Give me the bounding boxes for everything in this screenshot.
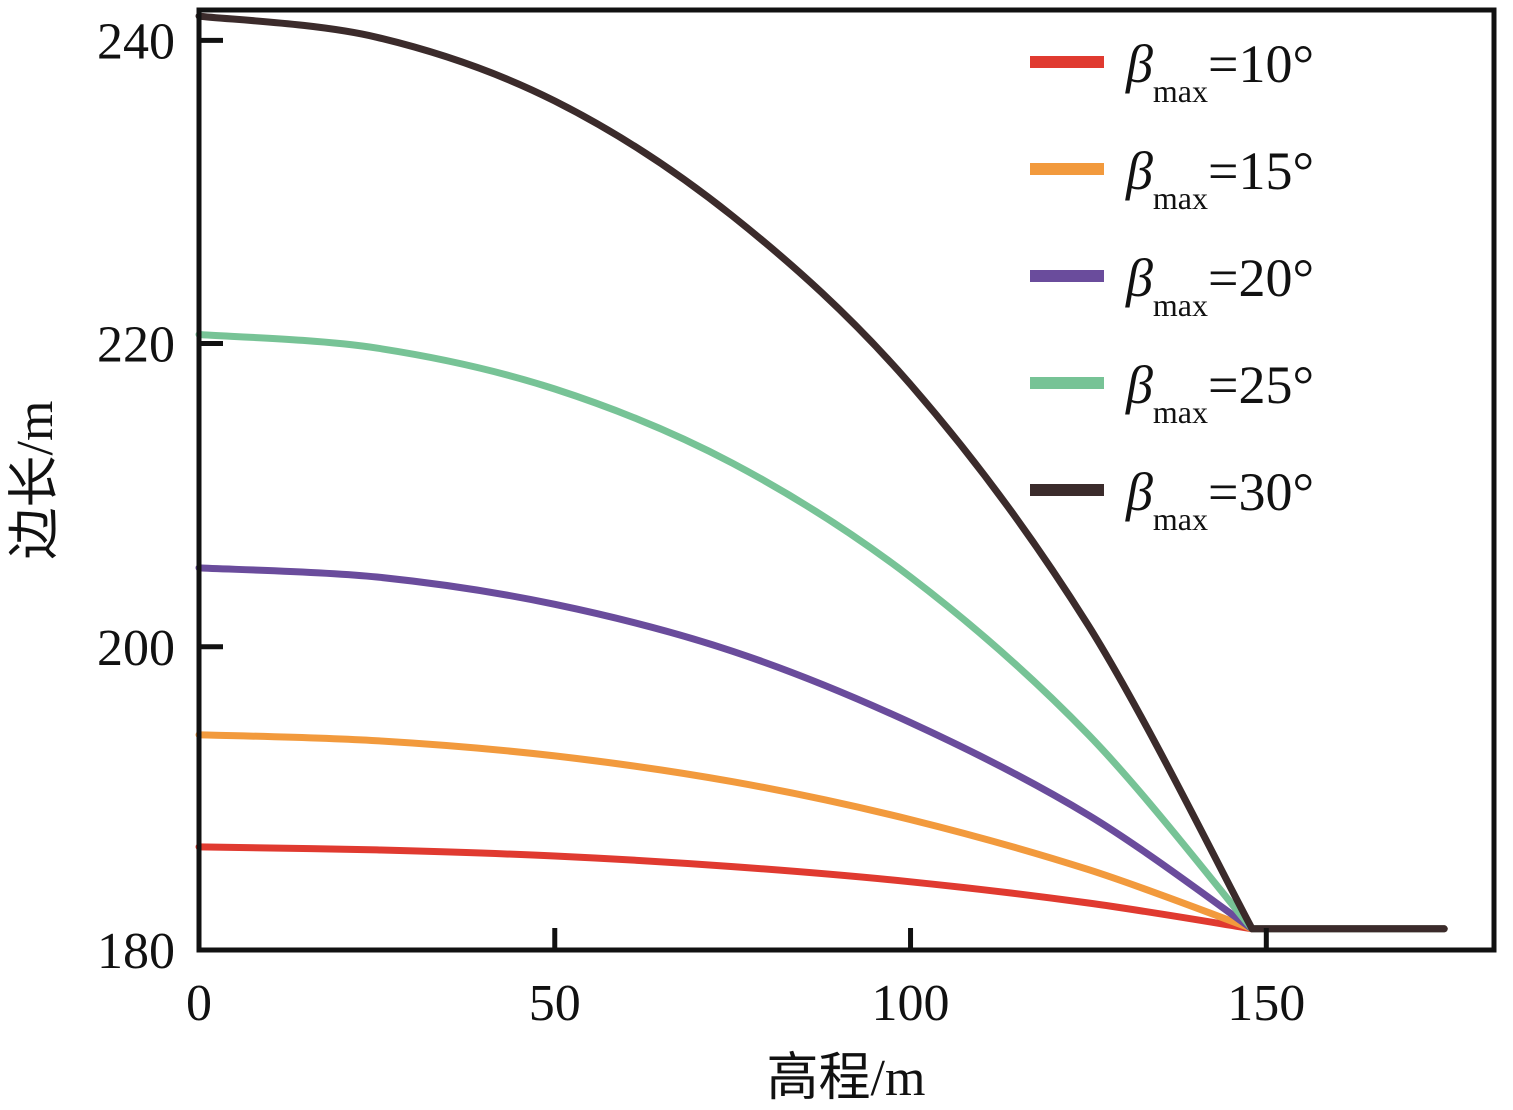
legend-item: βmax=25° <box>1030 355 1314 430</box>
x-tick-label: 150 <box>1227 975 1305 1032</box>
legend: βmax=10° βmax=15° βmax=20° βmax=25° βmax=30° <box>1030 34 1314 537</box>
series-lines <box>195 12 1448 933</box>
x-tick-label: 100 <box>872 975 950 1032</box>
x-axis-title: 高程/m <box>767 1050 926 1107</box>
axis-tick-labels: 0 50 100 150 180 200 220 240 <box>97 13 1305 1032</box>
series-line-5 <box>195 12 1448 933</box>
series-line-3 <box>195 564 1448 933</box>
legend-label: βmax=10° <box>1125 34 1314 109</box>
y-tick-label: 220 <box>97 317 175 374</box>
axis-ticks <box>199 37 1269 950</box>
legend-label: βmax=25° <box>1125 355 1314 430</box>
legend-label: βmax=15° <box>1125 141 1314 216</box>
legend-item: βmax=15° <box>1030 141 1314 216</box>
legend-item: βmax=30° <box>1030 462 1314 537</box>
series-line-1 <box>195 843 1448 933</box>
y-tick-label: 240 <box>97 13 175 70</box>
legend-label: βmax=20° <box>1125 248 1314 323</box>
y-tick-label: 200 <box>97 620 175 677</box>
y-axis-title: 边长/m <box>7 401 64 560</box>
plot-frame <box>196 7 1497 953</box>
y-tick-label: 180 <box>97 923 175 980</box>
series-line-2 <box>195 731 1448 933</box>
legend-item: βmax=10° <box>1030 34 1314 109</box>
x-tick-label: 0 <box>186 975 212 1032</box>
x-tick-label: 50 <box>529 975 581 1032</box>
legend-item: βmax=20° <box>1030 248 1314 323</box>
series-line-4 <box>195 331 1448 933</box>
legend-label: βmax=30° <box>1125 462 1314 537</box>
